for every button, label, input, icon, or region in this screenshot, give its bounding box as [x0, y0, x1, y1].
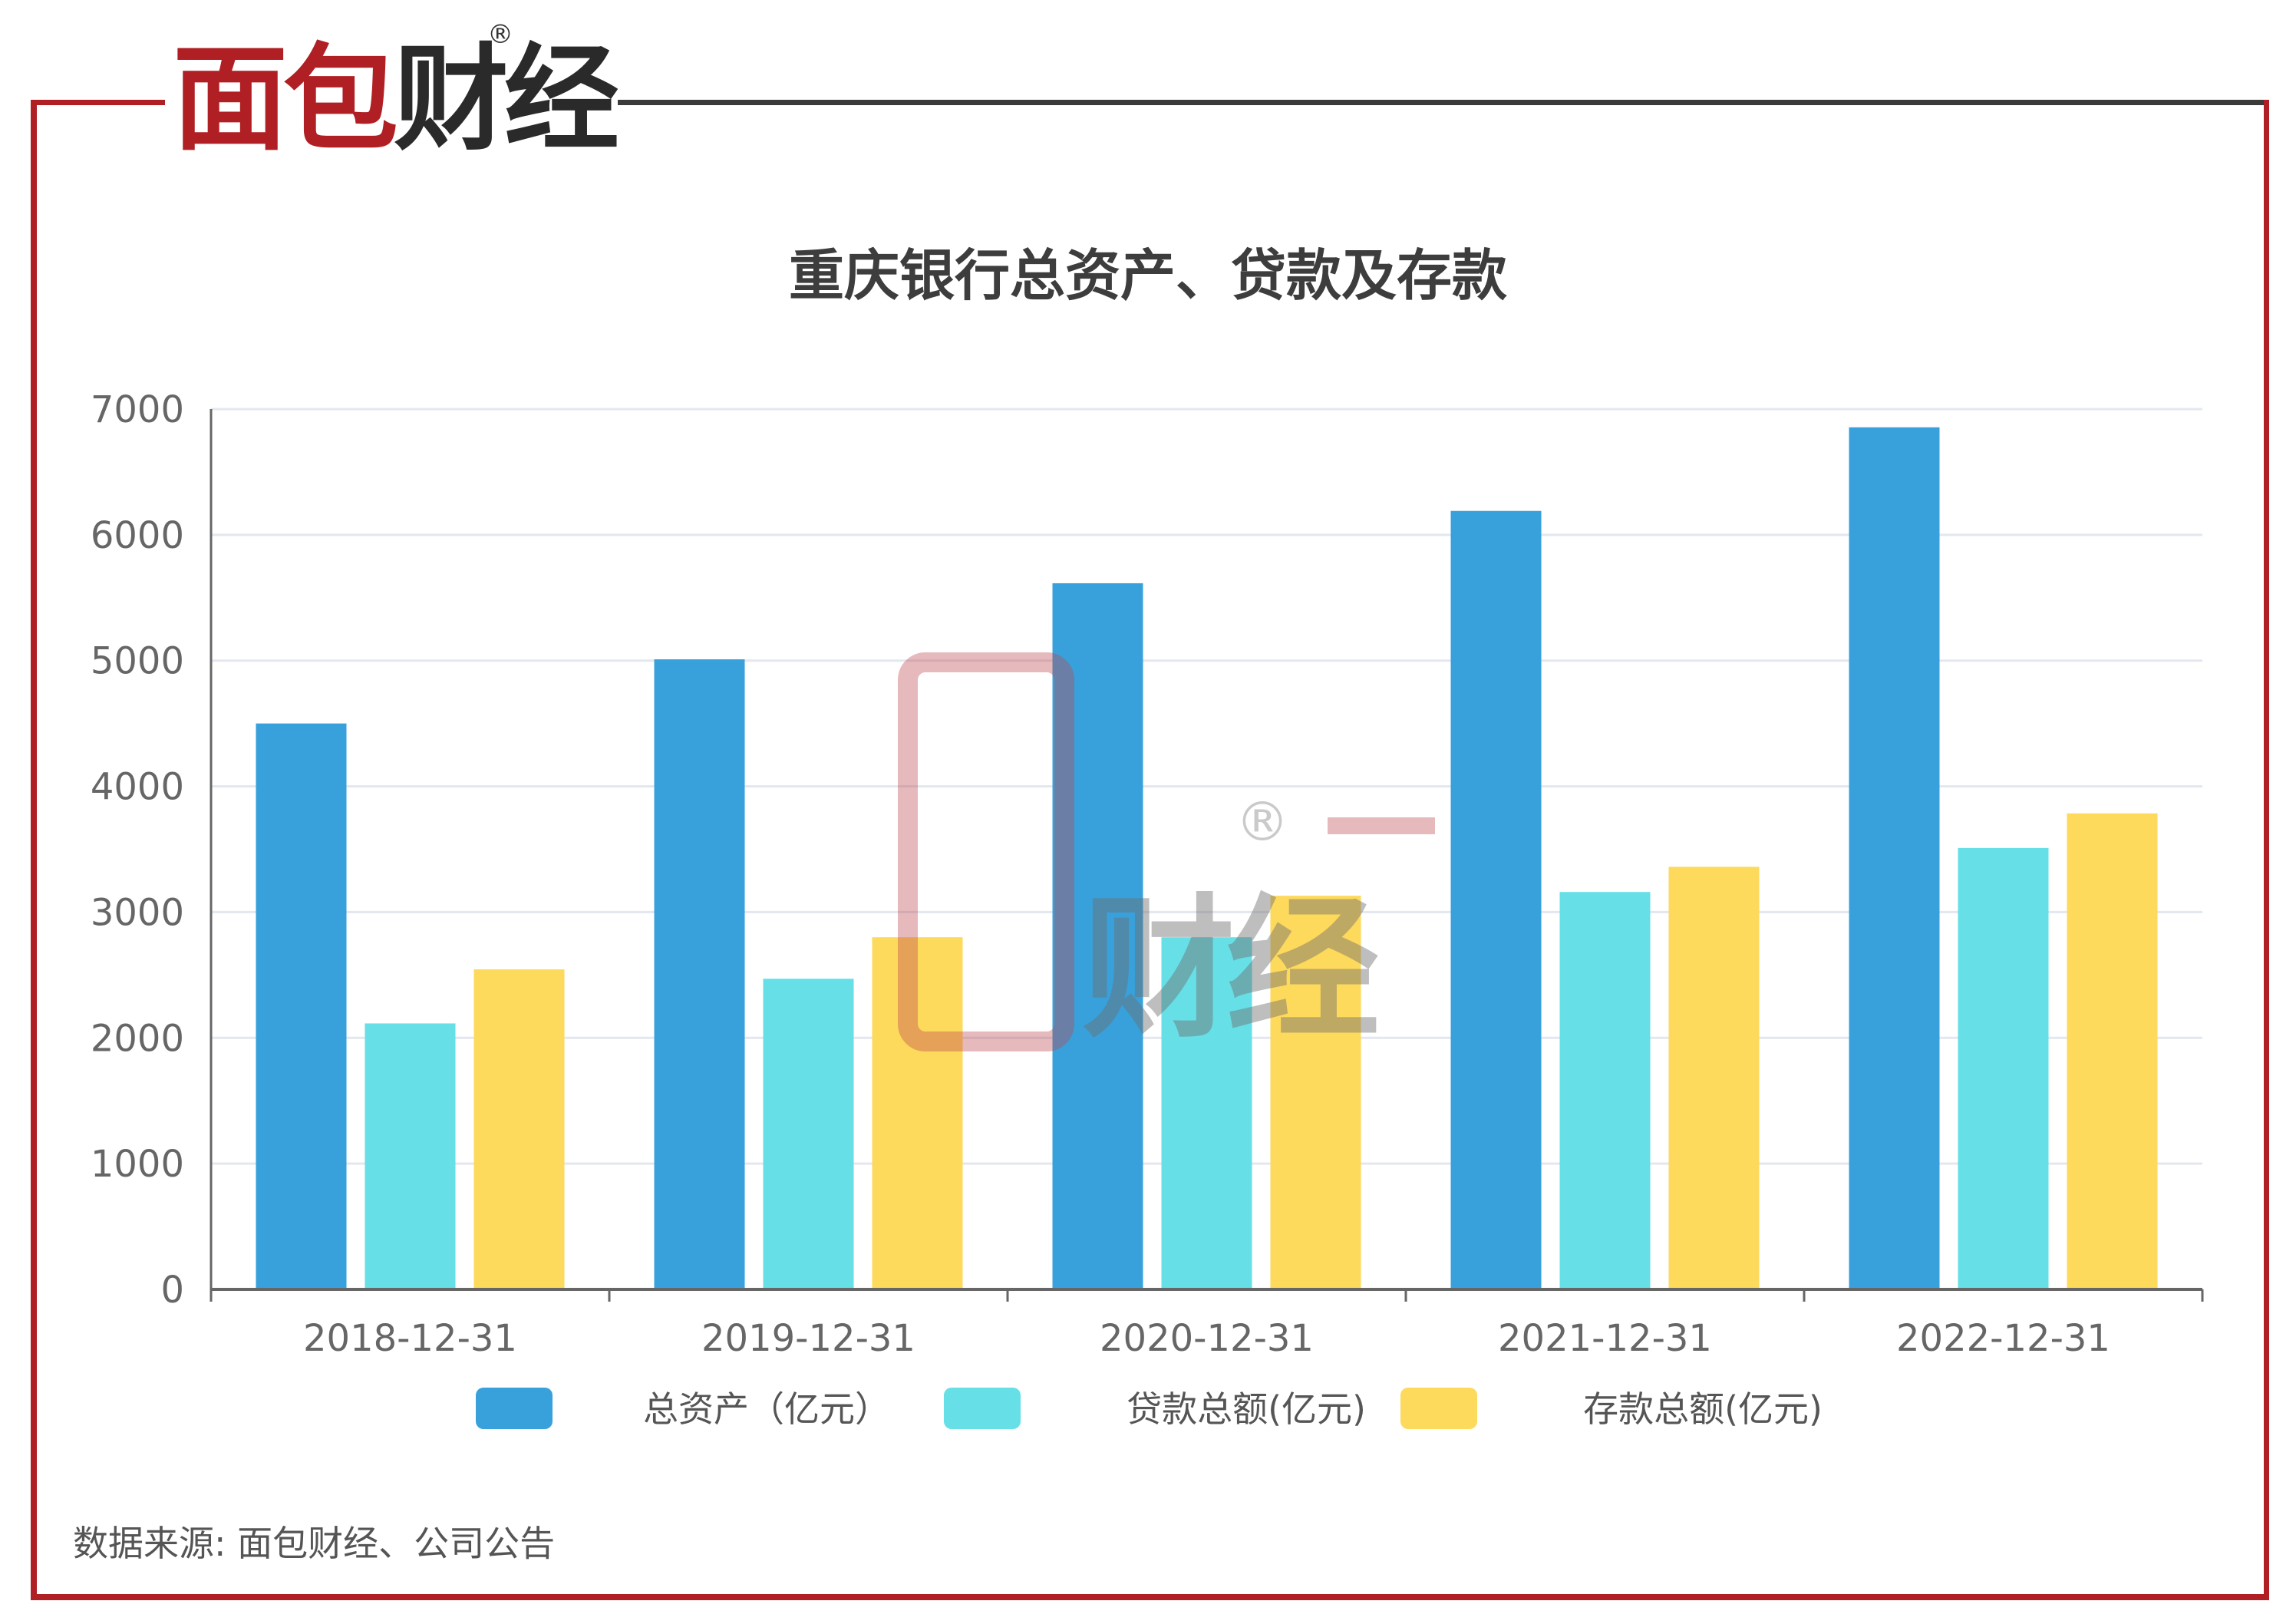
- y-tick-label: 3000: [91, 891, 184, 934]
- bar-deposits: [2067, 813, 2158, 1289]
- legend-swatch: [1400, 1388, 1477, 1429]
- y-tick-label: 0: [160, 1269, 184, 1312]
- y-tick-label: 5000: [91, 640, 184, 683]
- x-tick-label: 2022-12-31: [1896, 1317, 2110, 1360]
- chart-title: 重庆银行总资产、贷款及存款: [788, 243, 1507, 308]
- source-note: 数据来源: 面包财经、公司公告: [73, 1523, 556, 1564]
- legend-label: 存款总额(亿元): [1583, 1388, 1823, 1430]
- x-tick-label: 2021-12-31: [1498, 1317, 1712, 1360]
- y-tick-label: 6000: [91, 514, 184, 557]
- bar-deposits: [1270, 896, 1361, 1289]
- legend-swatch: [944, 1388, 1021, 1429]
- y-tick-label: 4000: [91, 766, 184, 809]
- frame-top-right-segment: [618, 100, 2269, 105]
- frame-left-border: [31, 100, 37, 1600]
- x-tick-label: 2018-12-31: [303, 1317, 517, 1360]
- bar-total-assets: [256, 723, 347, 1289]
- bar-loans: [1161, 937, 1252, 1289]
- bar-loans: [763, 979, 854, 1289]
- bar-loans: [1559, 892, 1651, 1289]
- frame-right-border: [2264, 100, 2269, 1600]
- y-tick-label: 7000: [91, 388, 184, 431]
- y-tick-label: 2000: [91, 1017, 184, 1060]
- legend-swatch: [476, 1388, 553, 1429]
- bar-total-assets: [654, 659, 745, 1289]
- frame-top-left-segment: [31, 100, 165, 105]
- brand-logo-text-red: 面包: [173, 33, 398, 167]
- legend-label: 贷款总额(亿元): [1127, 1388, 1366, 1430]
- legend-label: 总资产（亿元）: [643, 1388, 890, 1430]
- bar-total-assets: [1450, 510, 1542, 1289]
- x-tick-label: 2020-12-31: [1100, 1317, 1314, 1360]
- y-tick-label: 1000: [91, 1143, 184, 1186]
- bar-loans: [1958, 847, 2049, 1289]
- registered-mark: ®: [487, 19, 513, 50]
- brand-logo-text: 面包财经: [173, 33, 619, 167]
- bar-deposits: [872, 937, 963, 1289]
- bar-deposits: [473, 969, 565, 1289]
- frame-bottom-border: [31, 1594, 2269, 1600]
- x-tick-label: 2019-12-31: [701, 1317, 915, 1360]
- brand-logo: 面包财经 ®: [173, 19, 619, 167]
- bar-loans: [365, 1023, 456, 1289]
- bar-deposits: [1668, 866, 1760, 1289]
- bar-total-assets: [1849, 427, 1940, 1289]
- brand-logo-text-dark: 财经: [394, 33, 619, 167]
- bar-total-assets: [1052, 583, 1143, 1289]
